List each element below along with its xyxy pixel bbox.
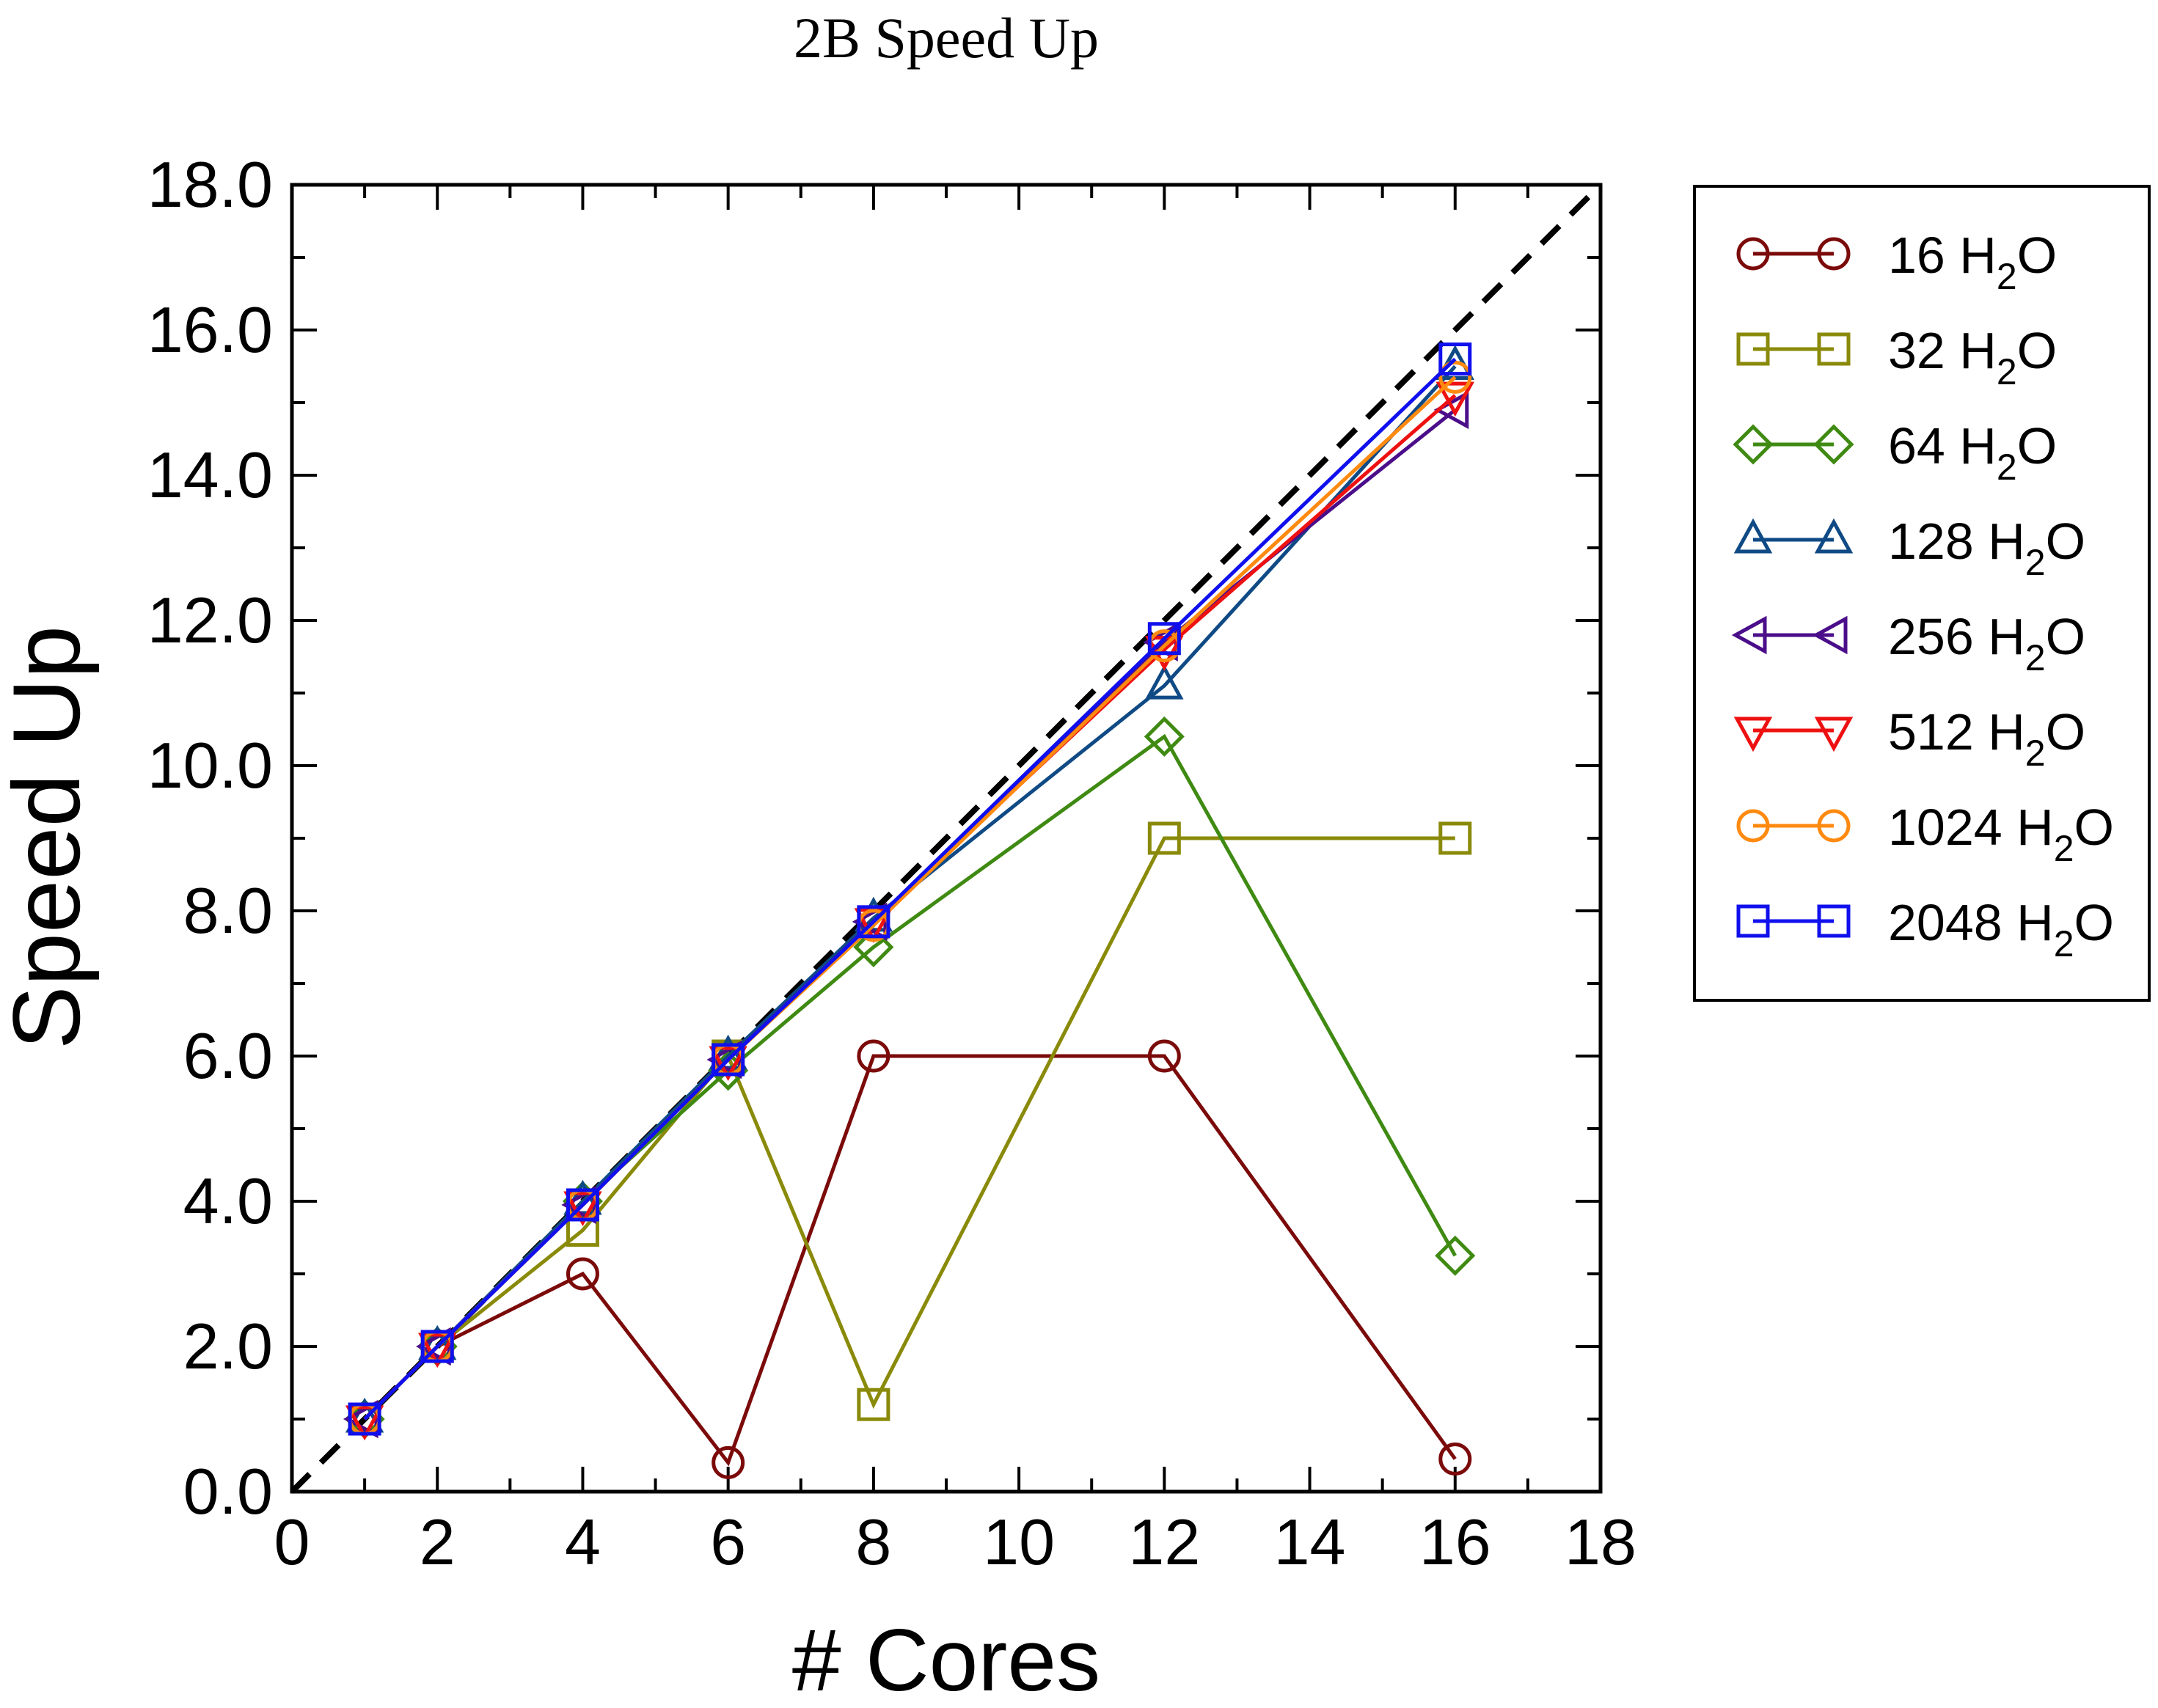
square-marker [1438, 821, 1472, 855]
diamond-marker [853, 926, 894, 968]
x-tick-label: 10 [983, 1506, 1055, 1578]
y-tick-label: 8.0 [183, 874, 273, 947]
y-tick-label: 4.0 [183, 1165, 273, 1237]
square-marker [1736, 904, 1770, 938]
triangle-down-marker [709, 1046, 747, 1082]
triangle-up-marker [1145, 664, 1184, 700]
y-tick-label: 14.0 [147, 439, 273, 511]
legend-entry: 32 H2O [1736, 322, 2057, 392]
y-tick-label: 0.0 [183, 1455, 273, 1528]
diamond-marker [1435, 1235, 1476, 1276]
diamond-marker [1144, 716, 1185, 757]
square-marker [1817, 332, 1851, 366]
square-marker [1147, 622, 1181, 656]
triangle-left-marker [1433, 390, 1469, 430]
circle-marker [1736, 809, 1770, 843]
legend-entry: 1024 H2O [1736, 799, 2114, 869]
circle-marker [1147, 1039, 1181, 1073]
plot-area: 0 2 4 6 8 10 12 14 16 18 0.0 2.0 4.0 6.0 8.0 10.0 12.0 14… [147, 148, 1636, 1578]
diamond-marker [1733, 424, 1774, 465]
x-axis-label: # Cores [792, 1611, 1100, 1708]
square-marker [348, 1402, 381, 1436]
square-marker [1736, 332, 1770, 366]
legend-entry: 512 H2O [1733, 703, 2085, 774]
legend: 16 H2O 32 H2O 64 H2O 128 H2O 256 H2O 512 H2O 1… [1693, 185, 2151, 1002]
legend-entry: 256 H2O [1731, 608, 2085, 678]
legend-label: 128 H2O [1888, 513, 2085, 583]
x-tick-label: 18 [1565, 1506, 1636, 1578]
square-marker [857, 905, 890, 939]
triangle-down-marker [1814, 716, 1854, 752]
square-marker [1438, 342, 1472, 376]
circle-marker [1438, 360, 1472, 394]
triangle-up-marker [1733, 518, 1773, 554]
square-marker [857, 1388, 890, 1421]
x-tick-label: 12 [1128, 1506, 1200, 1578]
x-tick-label: 6 [710, 1506, 746, 1578]
circle-marker [1736, 237, 1770, 271]
circle-marker [1817, 237, 1851, 271]
circle-marker [566, 1257, 599, 1291]
triangle-left-marker [1812, 615, 1848, 655]
circle-marker [1817, 809, 1851, 843]
triangle-left-marker [1731, 615, 1767, 655]
legend-label: 32 H2O [1888, 322, 2057, 392]
chart-title: 2B Speed Up [794, 6, 1099, 70]
square-marker [712, 1043, 745, 1077]
y-tick-label: 10.0 [147, 729, 273, 802]
legend-entry: 16 H2O [1736, 227, 2057, 297]
triangle-down-marker [563, 1191, 602, 1227]
x-tick-label: 4 [565, 1506, 601, 1578]
x-tick-label: 0 [274, 1506, 310, 1578]
square-marker [1147, 821, 1181, 855]
legend-label: 64 H2O [1888, 417, 2057, 488]
legend-label: 2048 H2O [1888, 894, 2114, 964]
circle-marker [712, 1445, 745, 1479]
triangle-down-marker [345, 1405, 384, 1441]
legend-entry: 128 H2O [1733, 513, 2085, 583]
legend-label: 16 H2O [1888, 227, 2057, 297]
y-tick-label: 16.0 [147, 293, 273, 366]
circle-marker [1438, 1442, 1472, 1476]
triangle-down-marker [417, 1333, 457, 1368]
square-marker [1817, 904, 1851, 938]
triangle-down-marker [1435, 381, 1475, 417]
x-tick-label: 2 [420, 1506, 456, 1578]
legend-box [1693, 185, 2151, 1002]
y-tick-label: 2.0 [183, 1310, 273, 1382]
x-tick-label: 16 [1419, 1506, 1491, 1578]
x-tick-label: 14 [1274, 1506, 1346, 1578]
y-axis-label: Speed Up [0, 626, 100, 1049]
triangle-up-marker [1814, 518, 1854, 554]
legend-label: 256 H2O [1888, 608, 2085, 678]
x-tick-label: 8 [855, 1506, 891, 1578]
series-2048-h2o [348, 342, 1472, 1436]
circle-marker [857, 1039, 890, 1073]
square-marker [566, 1188, 599, 1222]
y-tick-label: 18.0 [147, 148, 273, 221]
triangle-down-marker [1733, 716, 1773, 752]
y-tick-label: 12.0 [147, 584, 273, 656]
y-tick-label: 6.0 [183, 1019, 273, 1092]
square-marker [420, 1330, 454, 1363]
legend-label: 1024 H2O [1888, 799, 2114, 869]
legend-entry: 2048 H2O [1736, 894, 2114, 964]
legend-label: 512 H2O [1888, 703, 2085, 774]
diamond-marker [1813, 424, 1854, 465]
legend-entry: 64 H2O [1733, 417, 2057, 488]
series-line [363, 357, 1457, 1421]
